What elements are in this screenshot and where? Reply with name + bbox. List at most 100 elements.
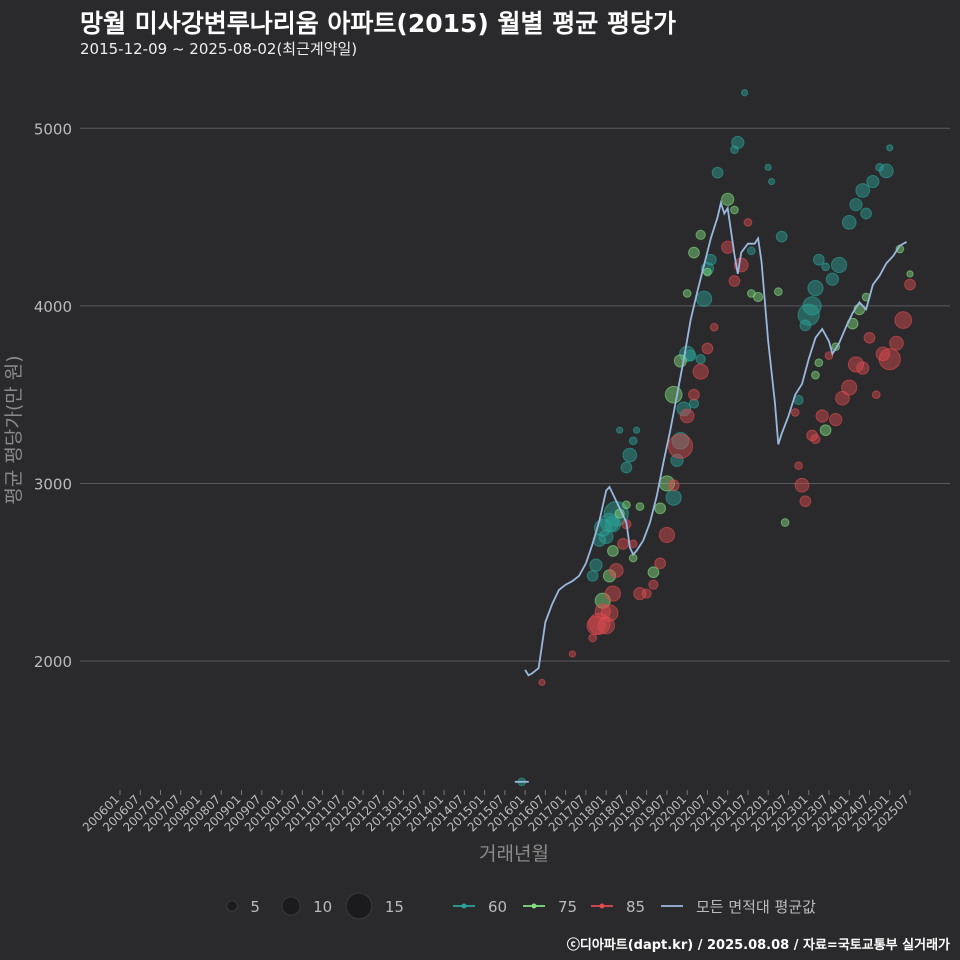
chart-subtitle: 2015-12-09 ~ 2025-08-02(최근계약일) [80,40,358,58]
data-point-75 [752,291,764,303]
data-point-60 [730,145,739,154]
data-point-85 [667,433,694,459]
data-point-75 [607,545,619,557]
data-point-85 [594,603,611,620]
data-point-60 [676,401,692,417]
x-axis-tick-labels: 2006012006072007012007072008012008072009… [80,792,912,834]
data-point-85 [617,537,629,550]
data-point-85 [588,633,597,643]
data-point-75 [773,287,783,297]
data-point-75 [780,518,790,527]
legend-label: 85 [626,898,645,916]
y-tick-label: 3000 [34,475,72,493]
data-point-60 [807,280,824,297]
y-tick-label: 2000 [34,653,72,671]
data-point-60 [604,516,622,533]
data-point-85 [799,495,812,508]
data-point-60 [632,426,641,434]
average-line [514,199,908,783]
data-point-85 [878,348,901,371]
data-point-85 [743,218,753,227]
chart-title: 망월 미사강변루나리움 아파트(2015) 월별 평균 평당가 [80,9,676,38]
legend-dot [599,903,605,909]
data-point-85 [604,585,622,602]
legend-dot [531,903,537,909]
data-point-85 [829,412,843,427]
data-point-60 [711,166,724,179]
data-point-75 [819,424,832,437]
data-point-85 [810,433,821,445]
data-point-60 [866,174,880,189]
data-point-85 [847,356,865,373]
data-point-75 [622,500,631,510]
data-point-85 [667,479,680,492]
data-point-60 [841,215,857,230]
data-point-85 [658,526,676,544]
data-point-60 [695,354,706,365]
data-points [517,89,916,787]
data-point-75 [730,205,739,215]
data-point-60 [860,207,872,220]
legend-size-label: 10 [313,898,332,916]
data-point-60 [825,272,839,286]
legend-size-10 [281,896,301,916]
data-point-75 [811,370,820,380]
x-axis-label: 거래년월 [479,843,549,865]
legend-label: 60 [488,898,507,916]
data-point-85 [728,275,741,287]
data-point-60 [764,163,772,171]
data-point-75 [688,246,700,259]
data-point-60 [670,453,684,467]
data-point-85 [871,390,881,400]
legend-label: 모든 면적대 평균값 [696,898,816,916]
data-point-85 [794,477,810,493]
data-point-85 [641,588,652,599]
data-point-60 [775,230,788,243]
data-point-85 [904,278,916,291]
legend-label: 75 [558,898,577,916]
data-point-75 [682,289,692,298]
data-point-60 [598,529,614,545]
data-point-75 [664,385,683,404]
footer-source: ⓒ디아파트(dapt.kr) / 2025.08.08 / 자료=국토교통부 실… [566,938,950,953]
data-point-60 [746,246,756,256]
legend-size-15 [345,892,373,920]
y-tick-label: 4000 [34,298,72,316]
data-point-60 [802,296,822,316]
data-point-85 [654,557,667,570]
data-point-60 [589,558,603,572]
legend-size-label: 15 [385,898,404,916]
legend: 5 10 15 60 75 85 모든 면적대 평균값 [226,892,816,920]
data-point-60 [849,198,863,212]
data-point-85 [692,363,709,380]
legend-size-5 [226,900,238,912]
data-point-85 [856,361,870,375]
data-point-75 [635,502,645,511]
data-point-60 [855,183,871,198]
data-point-60 [879,163,894,179]
legend-size-label: 5 [250,898,260,916]
data-point-60 [616,426,624,434]
data-point-85 [608,563,624,578]
data-point-85 [568,650,576,658]
data-point-60 [740,89,749,97]
data-point-85 [894,311,913,329]
data-point-60 [886,144,894,152]
data-point-85 [648,579,659,590]
data-point-60 [731,135,745,150]
data-point-85 [841,379,858,396]
data-point-85 [701,342,714,355]
data-point-60 [688,398,700,409]
data-point-85 [709,322,719,332]
data-point-60 [628,436,638,446]
data-point-75 [654,502,667,515]
data-point-75 [814,358,824,368]
data-point-60 [665,489,682,506]
data-point-75 [647,566,660,579]
data-point-85 [538,678,546,686]
data-point-85 [863,331,876,344]
data-point-60 [620,461,633,474]
y-tick-label: 5000 [34,120,72,138]
data-point-60 [622,447,638,463]
data-point-85 [794,461,803,471]
